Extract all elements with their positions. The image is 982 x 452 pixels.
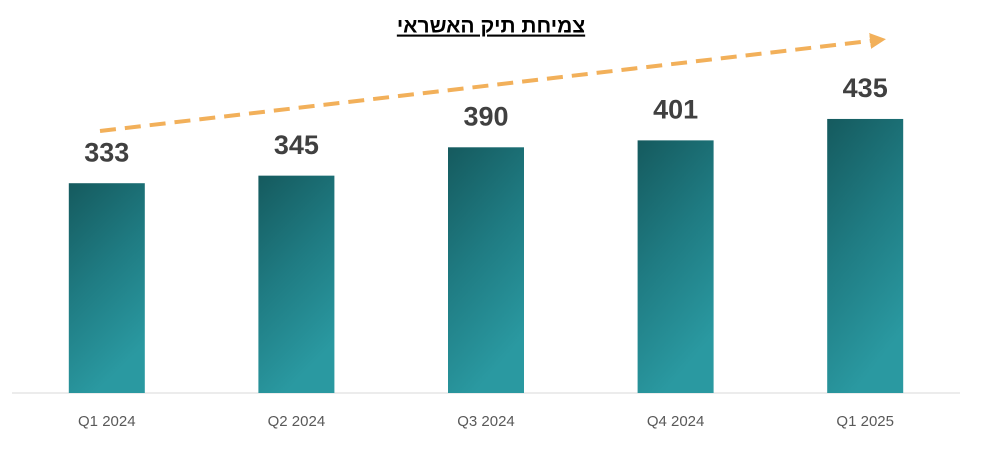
value-label: 435 bbox=[843, 73, 888, 103]
x-tick-label: Q2 2024 bbox=[268, 413, 326, 430]
bar bbox=[827, 118, 904, 393]
bar bbox=[258, 175, 335, 393]
x-tick-label: Q3 2024 bbox=[457, 413, 515, 430]
x-tick-label: Q1 2025 bbox=[836, 413, 894, 430]
x-tick-label: Q4 2024 bbox=[647, 413, 705, 430]
bar bbox=[68, 183, 145, 393]
x-tick-label: Q1 2024 bbox=[78, 413, 136, 430]
bar bbox=[448, 147, 524, 393]
trend-arrow bbox=[99, 32, 886, 133]
value-label: 345 bbox=[274, 130, 319, 160]
value-label: 390 bbox=[463, 101, 508, 131]
bar bbox=[637, 140, 714, 393]
value-label: 333 bbox=[84, 137, 129, 167]
value-label: 401 bbox=[653, 94, 698, 124]
chart-title: צמיחת תיק האשראי bbox=[397, 15, 585, 38]
